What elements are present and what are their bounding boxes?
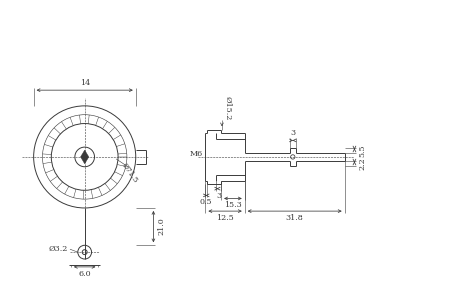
Text: 6.0: 6.0: [78, 270, 91, 278]
Text: Ø3.2: Ø3.2: [49, 245, 68, 253]
Text: 15.3: 15.3: [224, 201, 242, 210]
Text: Ø15.2: Ø15.2: [224, 96, 232, 120]
Text: 0.5: 0.5: [200, 198, 213, 206]
Text: 21.0: 21.0: [157, 218, 165, 235]
Text: 12.5: 12.5: [216, 214, 234, 222]
Polygon shape: [81, 150, 89, 164]
Text: 14: 14: [79, 79, 90, 87]
Text: 3: 3: [290, 130, 295, 138]
Text: 5.5: 5.5: [358, 144, 366, 157]
Text: 3: 3: [216, 192, 221, 199]
Text: 2.2: 2.2: [358, 157, 366, 170]
Text: 31.8: 31.8: [286, 214, 303, 222]
Text: M6: M6: [189, 150, 202, 158]
Text: Ø71.5: Ø71.5: [120, 162, 140, 185]
